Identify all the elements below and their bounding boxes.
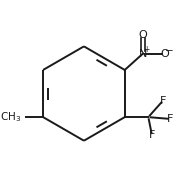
Text: CH$_3$: CH$_3$: [0, 110, 21, 124]
Text: −: −: [165, 46, 173, 56]
Text: F: F: [149, 130, 155, 140]
Text: O: O: [139, 30, 147, 40]
Text: O: O: [160, 49, 169, 59]
Text: F: F: [160, 96, 166, 106]
Text: +: +: [144, 45, 150, 54]
Text: F: F: [167, 114, 173, 124]
Text: N: N: [139, 49, 147, 59]
